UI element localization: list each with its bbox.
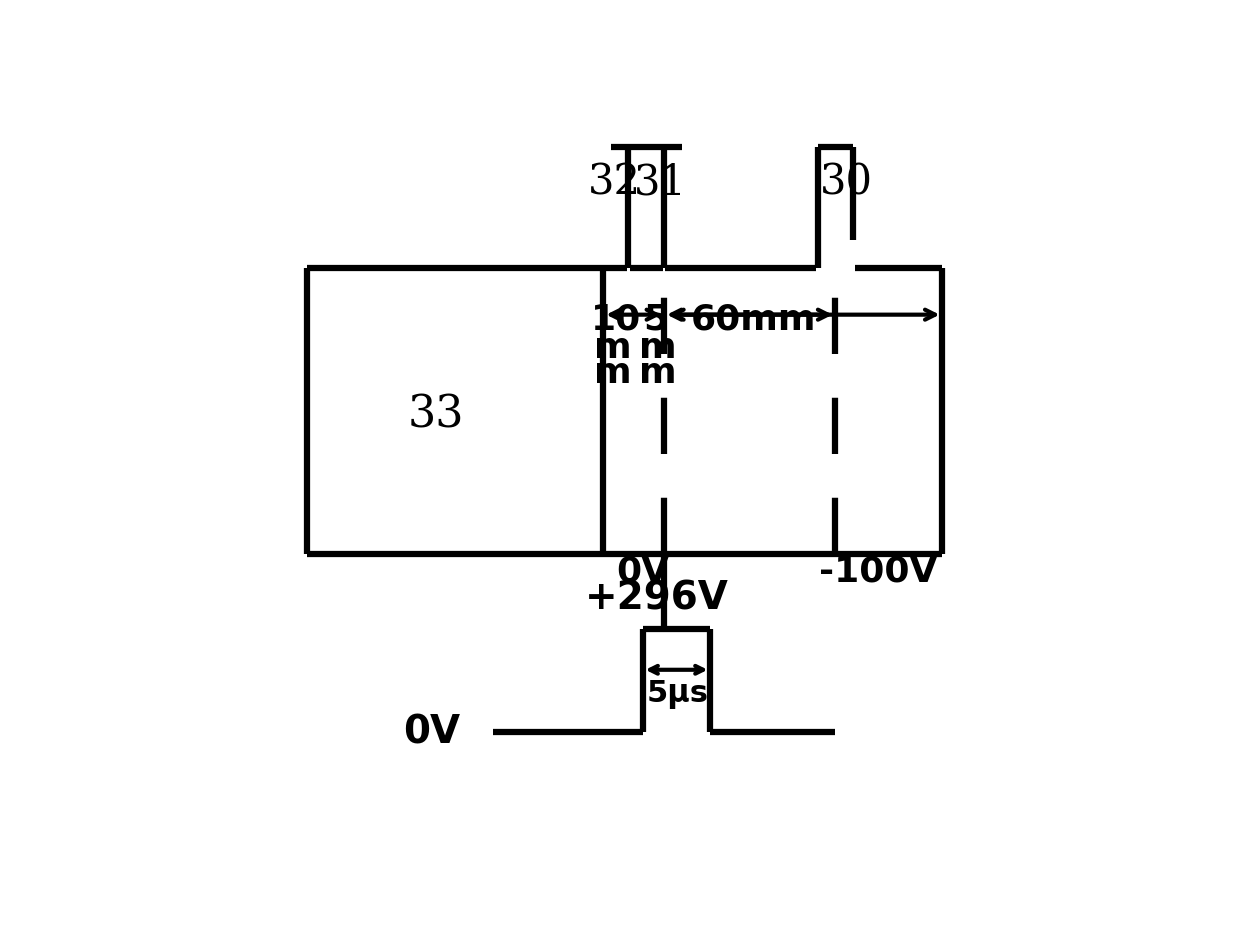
Text: 5: 5 xyxy=(642,302,668,337)
Text: 33: 33 xyxy=(408,393,464,437)
Text: 0V: 0V xyxy=(403,713,460,751)
Text: -100V: -100V xyxy=(818,554,937,589)
Text: 10: 10 xyxy=(591,302,641,337)
Text: 30: 30 xyxy=(820,161,873,204)
Text: m: m xyxy=(594,356,631,389)
Text: +296V: +296V xyxy=(585,579,729,617)
Text: m: m xyxy=(639,356,677,389)
Text: m: m xyxy=(594,331,631,364)
Text: 32: 32 xyxy=(588,161,641,204)
Text: 60mm: 60mm xyxy=(691,302,816,337)
Text: m: m xyxy=(639,331,677,364)
Text: 0V: 0V xyxy=(616,554,670,589)
Text: 31: 31 xyxy=(634,161,687,204)
Text: 5μs: 5μs xyxy=(646,680,708,709)
